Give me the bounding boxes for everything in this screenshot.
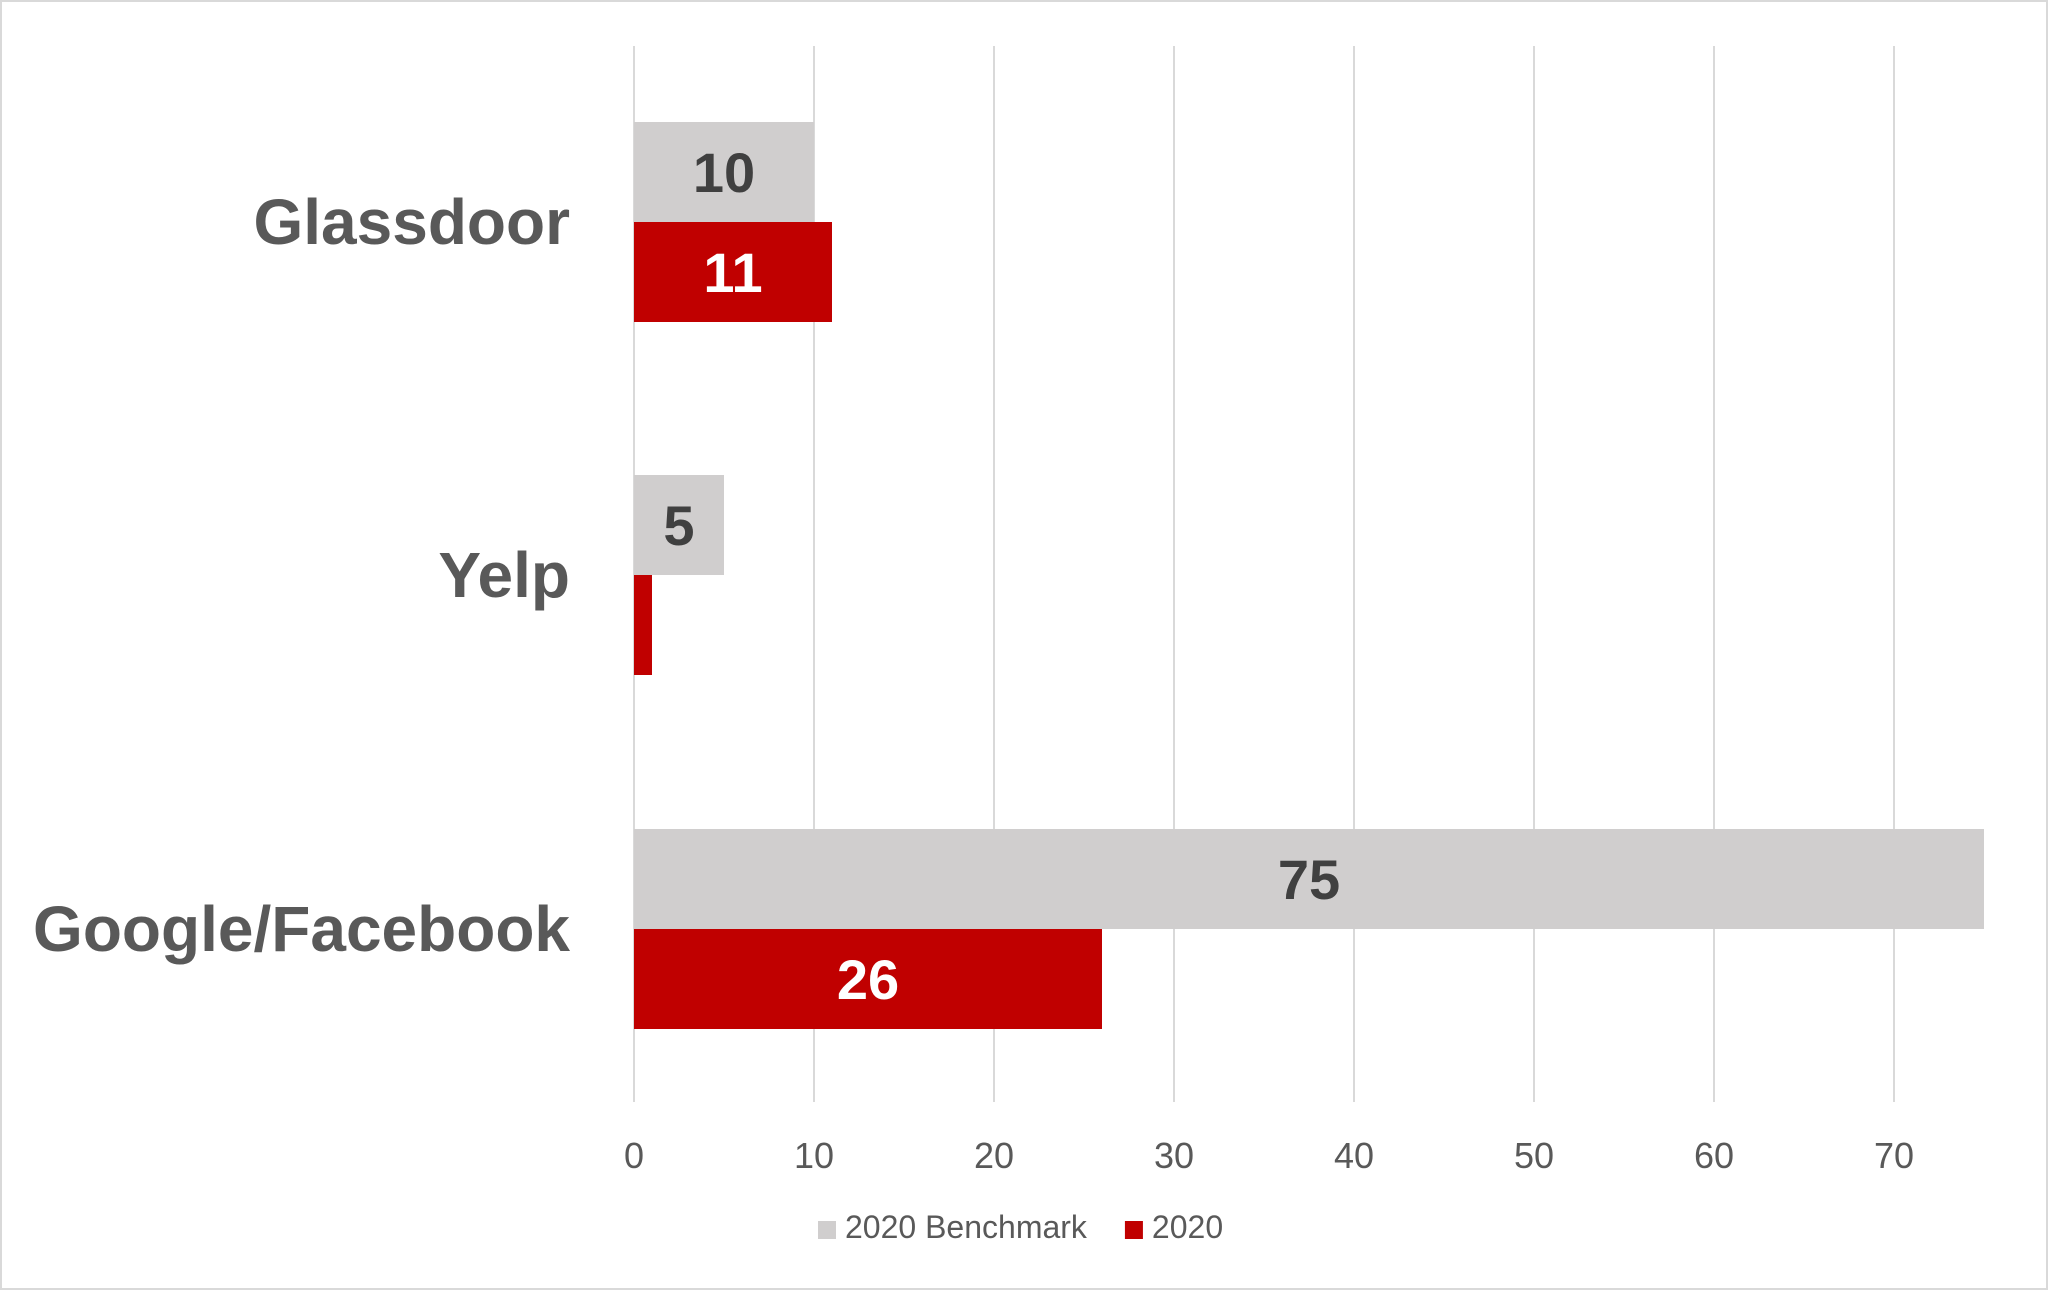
- bar-glassdoor-2020: [634, 222, 832, 322]
- legend-label-2020-benchmark: 2020 Benchmark: [845, 1209, 1088, 1245]
- category-label-glassdoor: Glassdoor: [253, 186, 570, 258]
- bars: [634, 122, 1984, 1029]
- bar-yelp-2020-benchmark: [634, 475, 724, 575]
- data-label-google-facebook-2020: 26: [837, 948, 899, 1011]
- tick-label-70: 70: [1874, 1135, 1914, 1176]
- category-label-google-facebook: Google/Facebook: [33, 893, 570, 965]
- bar-glassdoor-2020-benchmark: [634, 122, 814, 222]
- legend-swatch-2020-benchmark: [818, 1221, 836, 1239]
- legend-swatch-2020: [1124, 1221, 1143, 1239]
- tick-label-20: 20: [974, 1135, 1014, 1176]
- bar-google-facebook-2020: [634, 929, 1102, 1029]
- x-axis-ticks: 0 10 20 30 40 50 60 70: [624, 1135, 1914, 1176]
- data-labels: 10 11 5 75 26: [663, 141, 1340, 1011]
- tick-label-10: 10: [794, 1135, 834, 1176]
- legend: 2020 Benchmark 2020: [818, 1209, 1223, 1245]
- legend-label-2020: 2020: [1152, 1209, 1223, 1245]
- tick-label-60: 60: [1694, 1135, 1734, 1176]
- category-labels: Glassdoor Yelp Google/Facebook: [33, 186, 570, 965]
- tick-label-0: 0: [624, 1135, 644, 1176]
- tick-label-40: 40: [1334, 1135, 1374, 1176]
- tick-label-30: 30: [1154, 1135, 1194, 1176]
- data-label-google-facebook-2020-benchmark: 75: [1278, 848, 1340, 911]
- data-label-yelp-2020-benchmark: 5: [663, 494, 694, 557]
- bar-yelp-2020: [634, 575, 652, 675]
- category-label-yelp: Yelp: [438, 539, 570, 611]
- tick-label-50: 50: [1514, 1135, 1554, 1176]
- data-label-glassdoor-2020-benchmark: 10: [693, 141, 755, 204]
- bar-google-facebook-2020-benchmark: [634, 829, 1984, 929]
- data-label-glassdoor-2020: 11: [703, 241, 762, 304]
